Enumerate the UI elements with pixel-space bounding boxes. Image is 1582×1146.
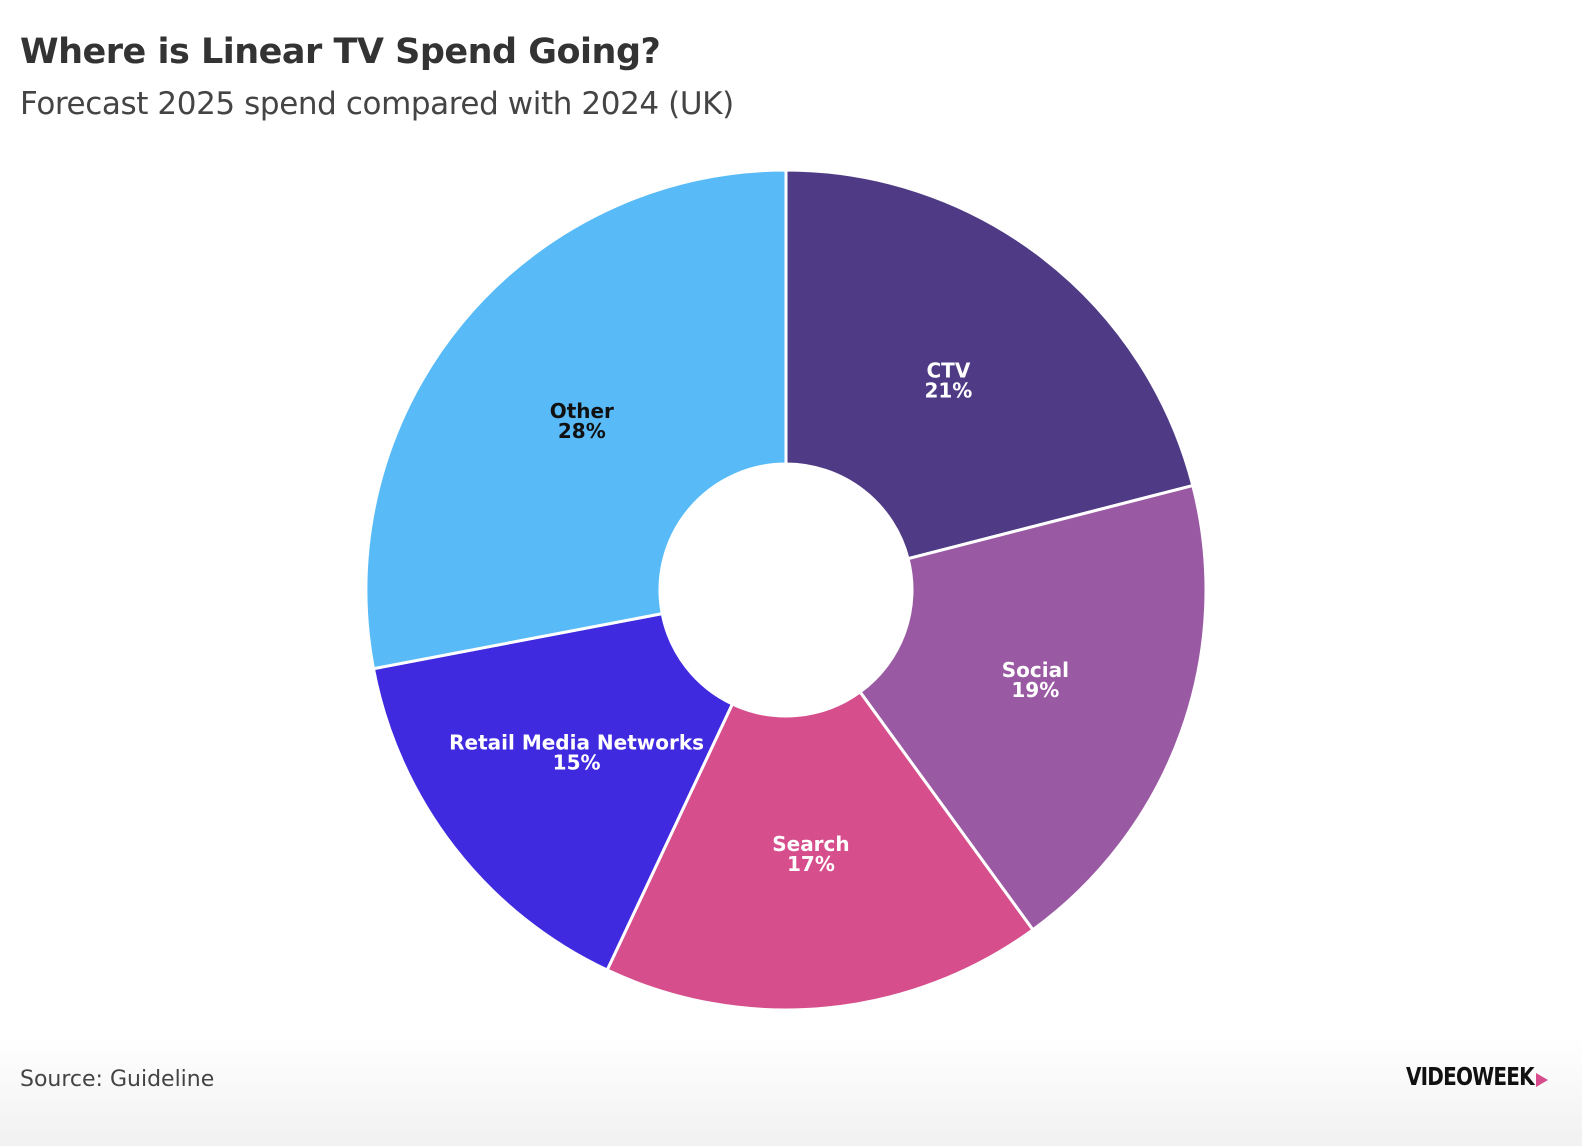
slice-label-search: Search xyxy=(772,832,849,856)
slice-search[interactable] xyxy=(605,689,1035,1012)
source-note: Source: Guideline xyxy=(20,1067,215,1092)
chart-title: Where is Linear TV Spend Going? xyxy=(20,32,661,72)
play-triangle-icon xyxy=(1536,1073,1548,1087)
slice-social[interactable] xyxy=(857,483,1208,932)
logo-text: VIDEOWEEK xyxy=(1406,1062,1535,1091)
slice-other[interactable] xyxy=(364,168,788,671)
slice-label-retail-media-networks: Retail Media Networks xyxy=(449,730,704,754)
slice-label-ctv: CTV xyxy=(927,359,971,383)
slice-label-other: Other xyxy=(550,399,614,423)
slice-value-retail-media-networks: 15% xyxy=(553,750,601,774)
slice-label-social: Social xyxy=(1002,658,1069,682)
bottom-fade xyxy=(0,1036,1582,1146)
slice-ctv[interactable] xyxy=(784,168,1195,561)
videoweek-logo[interactable]: VIDEOWEEK xyxy=(1374,1062,1548,1091)
chart-subtitle: Forecast 2025 spend compared with 2024 (… xyxy=(20,86,734,122)
slice-value-other: 28% xyxy=(558,419,606,443)
slices-group xyxy=(364,168,1208,1012)
slice-value-search: 17% xyxy=(787,852,835,876)
slice-value-ctv: 21% xyxy=(924,379,972,403)
slice-value-social: 19% xyxy=(1011,678,1059,702)
slice-retail-media-networks[interactable] xyxy=(371,611,735,973)
